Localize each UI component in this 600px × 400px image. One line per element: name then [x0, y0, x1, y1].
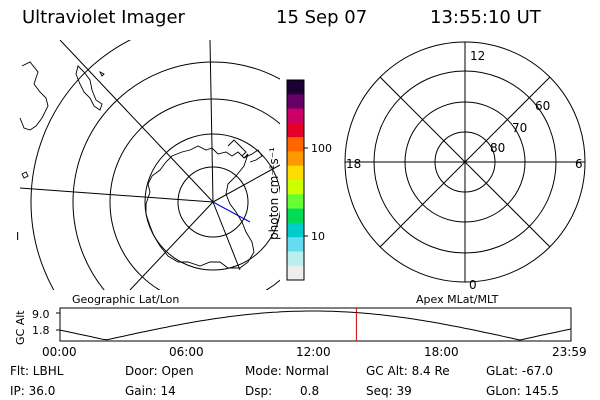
status-seq: Seq: 39 [366, 384, 412, 398]
meridian [19, 187, 214, 203]
colorbar-segment [287, 237, 304, 252]
mlt-label-12: 12 [470, 49, 485, 63]
colorbar-frame [286, 79, 305, 281]
colorbar-segment [287, 94, 304, 110]
colorbar-segment [287, 208, 304, 224]
colorbar-segment [287, 80, 304, 95]
colorbar-segment [287, 108, 304, 124]
antarctica-coastline [145, 145, 255, 269]
mlt-diagonal [379, 76, 551, 248]
antarctic-peninsula [243, 149, 263, 163]
status-ip: IP: 36.0 [10, 384, 55, 398]
colorbar-segment [287, 180, 304, 195]
alt-y-axis-label: GC Alt [14, 310, 27, 345]
observation-time: 13:55:10 UT [430, 7, 541, 28]
south-america-tip [227, 139, 247, 157]
colorbar-segment [287, 137, 304, 152]
lat-circle [177, 166, 249, 238]
colorbar-unit-label: photon cm⁻²s⁻¹ [267, 147, 281, 240]
colorbar-segment [287, 122, 304, 138]
geographic-label: Geographic Lat/Lon [72, 293, 179, 306]
meridian [212, 201, 241, 271]
islands [98, 70, 105, 77]
polar-plot [344, 41, 586, 283]
altitude-curve [59, 310, 572, 341]
observation-date: 15 Sep 07 [276, 7, 368, 28]
apex-label: Apex MLat/MLT [416, 293, 499, 306]
colorbar-segment [287, 265, 304, 281]
mlat-label-70: 70 [512, 121, 527, 135]
alt-y-tick-label: 1.8 [32, 324, 50, 337]
colorbar-tick-label: 100 [311, 142, 332, 155]
status-mode: Mode: Normal [245, 364, 329, 378]
australia-coastline [19, 61, 49, 131]
lat-circle [30, 40, 132, 290]
x-tick-label: 23:59 [552, 345, 587, 359]
status-gain: Gain: 14 [125, 384, 176, 398]
x-tick-label: 00:00 [42, 345, 77, 359]
geographic-map [19, 40, 280, 290]
mlat-label-60: 60 [535, 99, 550, 113]
colorbar-segment [287, 251, 304, 267]
colorbar-segment [287, 151, 304, 167]
instrument-title: Ultraviolet Imager [22, 7, 185, 28]
mlt-label-0: 0 [469, 278, 477, 292]
lat-circle [109, 98, 280, 290]
mlt-label-18: 18 [346, 157, 361, 171]
mlat-label-80: 80 [490, 141, 505, 155]
status-glon: GLon: 145.5 [486, 384, 559, 398]
status-glat: GLat: -67.0 [486, 364, 553, 378]
altitude-strip-frame [59, 307, 572, 342]
x-tick-label: 12:00 [296, 345, 331, 359]
colorbar [287, 80, 304, 281]
status-door: Door: Open [125, 364, 194, 378]
map-edge-tick: I [16, 230, 19, 243]
colorbar-segment [287, 222, 304, 238]
status-dsp-label: Dsp: [245, 384, 272, 398]
colorbar-segment [287, 165, 304, 181]
meridian-blue [212, 201, 251, 223]
meridian [209, 40, 214, 203]
status-dsp-value: 0.8 [300, 384, 319, 398]
new-zealand-coastline [75, 65, 103, 111]
lat-circle [144, 133, 280, 271]
meridian [212, 164, 280, 203]
lat-circle [72, 61, 280, 290]
meridian [129, 201, 214, 290]
x-tick-label: 06:00 [169, 345, 204, 359]
status-filter: Flt: LBHL [10, 364, 64, 378]
mlt-label-6: 6 [575, 157, 583, 171]
meridian [59, 40, 214, 203]
alt-y-tick-label: 9.0 [32, 308, 50, 321]
x-tick-label: 18:00 [424, 345, 459, 359]
colorbar-segment [287, 194, 304, 210]
islands [21, 171, 29, 179]
colorbar-tick-label: 10 [311, 230, 325, 243]
status-gc-alt: GC Alt: 8.4 Re [366, 364, 450, 378]
